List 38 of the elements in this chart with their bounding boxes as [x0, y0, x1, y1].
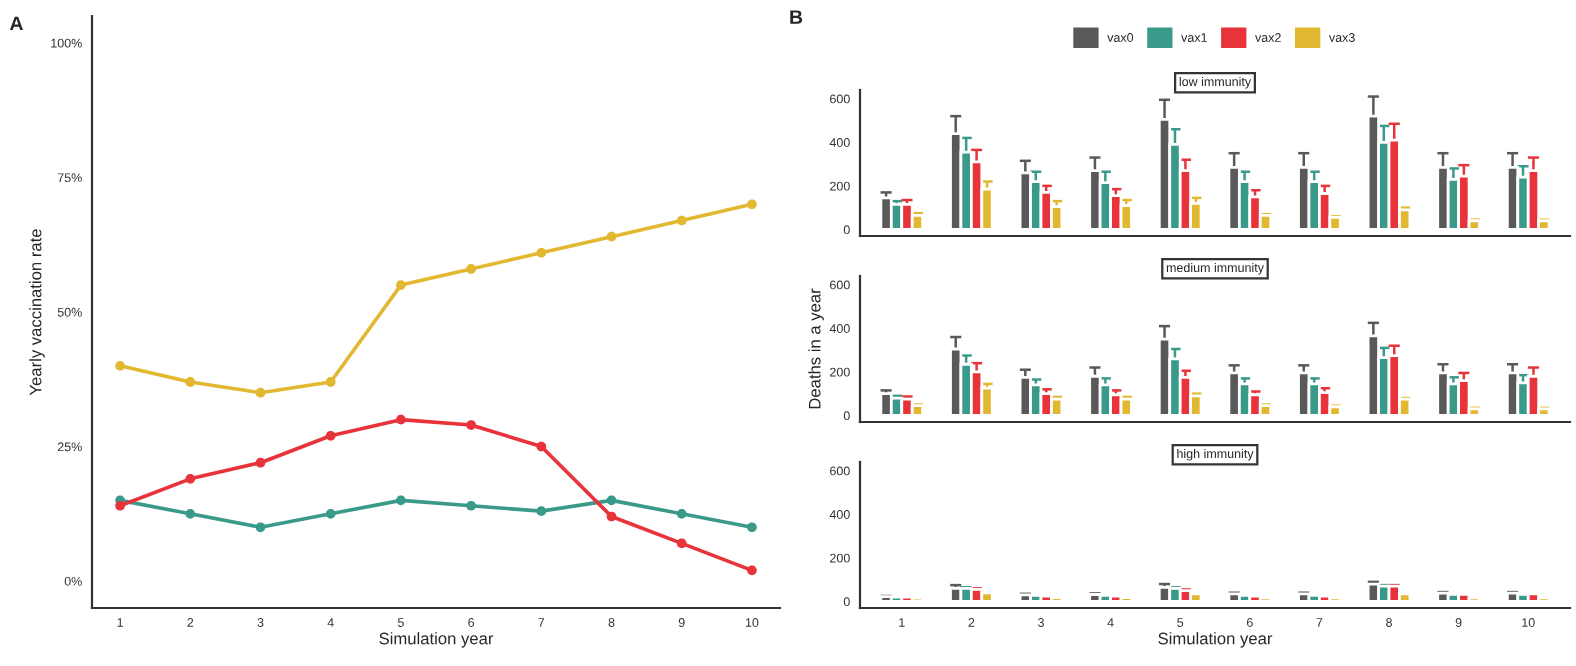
point [396, 495, 406, 506]
point [747, 522, 757, 533]
point [325, 430, 336, 441]
point [115, 500, 125, 511]
point [255, 522, 266, 533]
y-axis-title: Deaths in a year [808, 288, 824, 409]
point [536, 506, 547, 516]
point [536, 441, 547, 452]
point [466, 420, 476, 430]
point [396, 280, 406, 290]
point [255, 387, 266, 398]
point [606, 511, 617, 522]
x-axis-title: Simulation year [379, 632, 494, 648]
point [466, 264, 476, 274]
point [185, 377, 196, 387]
chart-title: A [9, 16, 23, 31]
point [606, 495, 617, 506]
point [606, 231, 617, 242]
point [115, 360, 125, 371]
point [396, 414, 406, 425]
point [255, 457, 266, 468]
x-axis-title: Simulation year [1158, 632, 1273, 648]
point [466, 500, 476, 511]
point [185, 473, 196, 484]
point [676, 215, 687, 226]
point [676, 508, 687, 519]
y-axis-title: Yearly vaccination rate [29, 229, 45, 396]
point [747, 199, 757, 210]
bar [1436, 591, 1450, 603]
point [676, 538, 687, 549]
text: B [790, 10, 803, 24]
point [325, 508, 336, 519]
point [536, 247, 547, 258]
point [325, 377, 336, 387]
point [747, 565, 757, 576]
bar [879, 196, 893, 231]
bar [1436, 371, 1450, 417]
point [185, 508, 196, 519]
